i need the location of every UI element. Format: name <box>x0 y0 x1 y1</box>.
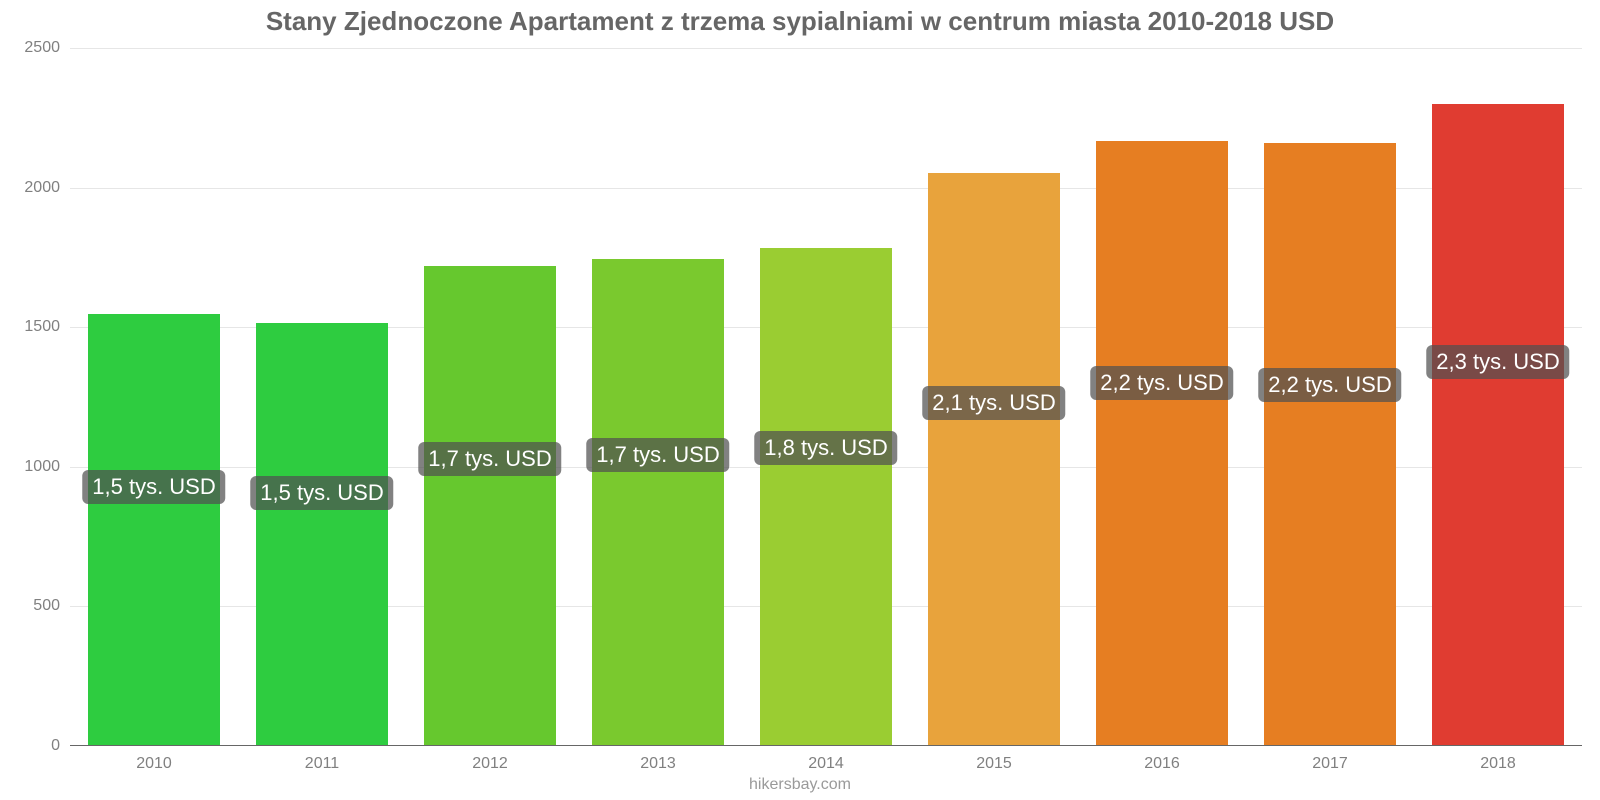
bar-value-label: 2,2 tys. USD <box>1258 368 1401 402</box>
x-tick-label: 2018 <box>1480 745 1516 773</box>
x-tick-label: 2010 <box>136 745 172 773</box>
x-tick-label: 2016 <box>1144 745 1180 773</box>
y-tick-label: 2000 <box>24 179 70 197</box>
y-tick-label: 500 <box>33 597 70 615</box>
y-tick-label: 1000 <box>24 458 70 476</box>
x-tick-label: 2017 <box>1312 745 1348 773</box>
y-tick-label: 1500 <box>24 318 70 336</box>
plot-area: 0500100015002000250020101,5 tys. USD2011… <box>70 48 1582 746</box>
bar <box>1096 141 1227 745</box>
bar-chart: Stany Zjednoczone Apartament z trzema sy… <box>0 0 1600 800</box>
y-tick-label: 2500 <box>24 39 70 57</box>
bar-value-label: 1,5 tys. USD <box>82 470 225 504</box>
bar-value-label: 2,1 tys. USD <box>922 386 1065 420</box>
bar-value-label: 2,3 tys. USD <box>1426 345 1569 379</box>
bar <box>592 259 723 745</box>
y-tick-label: 0 <box>51 737 70 755</box>
x-tick-label: 2013 <box>640 745 676 773</box>
bar <box>1432 104 1563 745</box>
bar <box>760 248 891 745</box>
x-tick-label: 2014 <box>808 745 844 773</box>
bar-value-label: 1,7 tys. USD <box>586 438 729 472</box>
x-tick-label: 2011 <box>305 745 339 773</box>
x-tick-label: 2015 <box>976 745 1012 773</box>
attribution-text: hikersbay.com <box>0 776 1600 794</box>
gridline <box>70 48 1582 49</box>
bar-value-label: 1,7 tys. USD <box>418 442 561 476</box>
bar <box>424 266 555 745</box>
bar-value-label: 1,8 tys. USD <box>754 431 897 465</box>
bar-value-label: 2,2 tys. USD <box>1090 366 1233 400</box>
x-tick-label: 2012 <box>472 745 508 773</box>
bar <box>88 314 219 745</box>
chart-title: Stany Zjednoczone Apartament z trzema sy… <box>0 6 1600 37</box>
bar <box>1264 143 1395 745</box>
bar <box>928 173 1059 745</box>
bar-value-label: 1,5 tys. USD <box>250 476 393 510</box>
bar <box>256 323 387 745</box>
